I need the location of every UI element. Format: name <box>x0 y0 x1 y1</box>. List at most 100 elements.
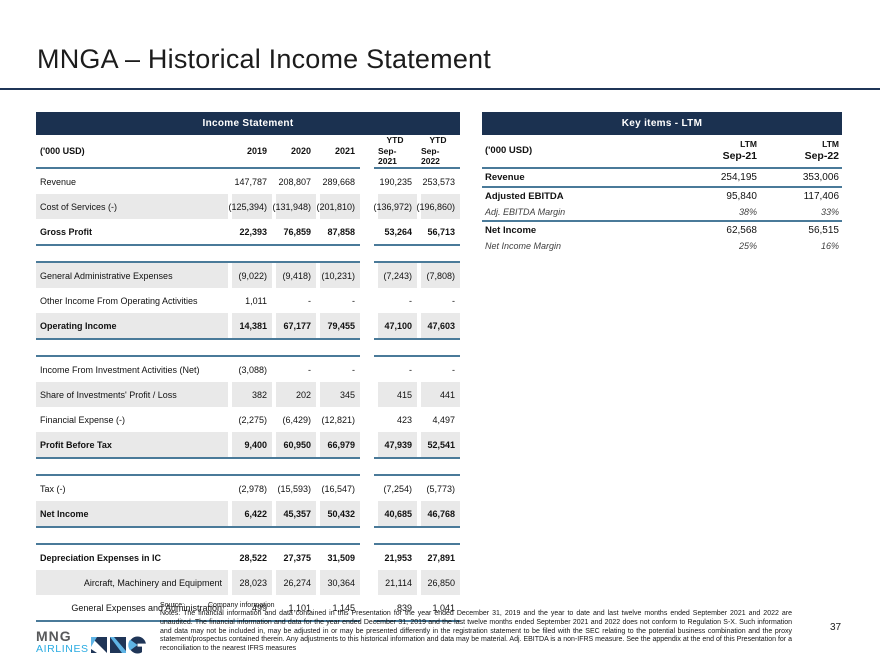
cell-value: 27,891 <box>427 552 455 563</box>
cell-value: 31,509 <box>327 552 355 563</box>
row-label: General Expenses and Administration <box>36 595 228 622</box>
income-statement-table: ('000 USD) 2019 2020 2021 YTD Sep-2021 YT… <box>36 135 460 622</box>
cell-value: 52,541 <box>421 432 460 457</box>
table-row-tax: Tax (-) (2,978) (15,593) (16,547) (7,254… <box>36 474 460 501</box>
table-row-depreciation: Depreciation Expenses in IC 28,522 27,37… <box>36 543 460 570</box>
cell-value: (7,808) <box>421 263 460 288</box>
cell-value: 25% <box>738 241 757 252</box>
table-row-operating-income: Operating Income 14,381 67,177 79,455 47… <box>36 313 460 340</box>
column-header-ytd-sep-2022: YTD Sep-2022 <box>421 135 447 167</box>
cell-value: 56,713 <box>427 226 455 237</box>
footer-notes-block: Source: Company information Notes: The f… <box>160 602 792 654</box>
row-label: Net Income <box>485 224 537 236</box>
table-row-net-income: Net Income 6,422 45,357 50,432 40,685 46… <box>36 501 460 528</box>
cell-value: 190,235 <box>379 176 412 187</box>
cell-value: 56,515 <box>808 224 839 236</box>
cell-value: (10,231) <box>320 263 360 288</box>
section-spacer <box>36 339 460 356</box>
cell-value: 79,455 <box>320 313 360 338</box>
unit-label: ('000 USD) <box>482 135 678 169</box>
title-divider <box>0 88 880 90</box>
section-spacer <box>36 245 460 262</box>
source-value: Company information <box>208 602 275 609</box>
cell-value: - <box>308 295 311 306</box>
column-header-ltm-sep-21: LTM Sep-21 <box>722 139 757 163</box>
cell-value: 21,953 <box>384 552 412 563</box>
cell-value: 202 <box>276 382 316 407</box>
cell-value: (201,810) <box>316 194 360 219</box>
cell-value: 50,432 <box>320 501 360 526</box>
cell-value: 147,787 <box>234 176 267 187</box>
cell-value: - <box>352 364 355 375</box>
row-label: Adjusted EBITDA <box>485 190 564 202</box>
cell-value: (125,394) <box>228 194 272 219</box>
table-row-adj-ebitda-margin: Adj. EBITDA Margin 38% 33% <box>482 204 842 222</box>
row-label: Gross Profit <box>36 219 228 246</box>
cell-value: (196,860) <box>416 194 460 219</box>
cell-value: (9,022) <box>232 263 272 288</box>
notes-text: Notes: The financial information and dat… <box>160 610 792 652</box>
row-label: Tax (-) <box>36 474 228 501</box>
table-row-general-admin-expenses: General Administrative Expenses (9,022) … <box>36 261 460 288</box>
source-label: Source: <box>160 602 185 609</box>
cell-value: 1,011 <box>245 295 267 306</box>
row-label: Revenue <box>482 167 678 188</box>
cell-value: (16,547) <box>321 483 355 494</box>
table-header-row: ('000 USD) 2019 2020 2021 YTD Sep-2021 YT… <box>36 135 460 169</box>
cell-value: (5,773) <box>426 483 455 494</box>
cell-value: 27,375 <box>283 552 311 563</box>
table-row-net-income-margin: Net Income Margin 25% 16% <box>482 239 842 254</box>
cell-value: 67,177 <box>276 313 316 338</box>
cell-value: (2,978) <box>238 483 267 494</box>
page-number: 37 <box>830 622 842 633</box>
row-label: Operating Income <box>36 313 228 340</box>
cell-value: 382 <box>232 382 272 407</box>
section-spacer <box>36 527 460 544</box>
cell-value: 66,979 <box>320 432 360 457</box>
cell-value: 253,573 <box>422 176 455 187</box>
row-label: General Administrative Expenses <box>36 261 228 288</box>
cell-value: 14,381 <box>232 313 272 338</box>
cell-value: (131,948) <box>272 194 316 219</box>
logo-text-mng: MNG <box>36 628 72 644</box>
table-row-gross-profit: Gross Profit 22,393 76,859 87,858 53,264… <box>36 219 460 246</box>
cell-value: 87,858 <box>327 226 355 237</box>
cell-value: 345 <box>320 382 360 407</box>
cell-value: 1,041 <box>432 602 455 613</box>
cell-value: 26,850 <box>421 570 460 595</box>
cell-value: 62,568 <box>726 224 757 236</box>
cell-value: (136,972) <box>373 194 417 219</box>
cell-value: - <box>452 295 455 306</box>
cell-value: 117,406 <box>803 190 839 202</box>
cell-value: 415 <box>378 382 417 407</box>
column-header-2019: 2019 <box>246 146 267 156</box>
cell-value: 4,497 <box>432 414 455 425</box>
cell-value: 33% <box>760 204 842 222</box>
cell-value: 21,114 <box>378 570 417 595</box>
cell-value: 423 <box>396 414 412 425</box>
cell-value: 47,100 <box>378 313 417 338</box>
table-header-row: ('000 USD) LTM Sep-21 LTM Sep-22 <box>482 135 842 169</box>
row-label: Profit Before Tax <box>36 432 228 459</box>
table-row-aircraft-machinery: Aircraft, Machinery and Equipment 28,023… <box>36 570 460 595</box>
cell-value: 16% <box>820 241 839 252</box>
cell-value: 1,145 <box>332 602 355 613</box>
cell-value: (3,088) <box>238 364 267 375</box>
income-statement-header: Income Statement <box>36 112 460 135</box>
key-items-panel: Key items - LTM ('000 USD) LTM Sep-21 LTM… <box>482 112 842 254</box>
cell-value: 289,668 <box>322 176 355 187</box>
row-label: Share of Investments' Profit / Loss <box>36 382 228 407</box>
cell-value: (2,275) <box>238 414 267 425</box>
cell-value: (6,429) <box>282 414 311 425</box>
row-label: Adj. EBITDA Margin <box>482 204 678 222</box>
row-label: Income From Investment Activities (Net) <box>36 355 228 382</box>
column-header-ltm-sep-22: LTM Sep-22 <box>804 139 839 163</box>
cell-value: 60,950 <box>276 432 316 457</box>
cell-value: 1,101 <box>288 602 311 613</box>
row-label: Depreciation Expenses in IC <box>36 543 228 570</box>
cell-value: (15,593) <box>277 483 311 494</box>
row-label: Aircraft, Machinery and Equipment <box>36 570 228 595</box>
cell-value: 47,939 <box>378 432 417 457</box>
cell-value: - <box>352 295 355 306</box>
cell-value: 30,364 <box>320 570 360 595</box>
